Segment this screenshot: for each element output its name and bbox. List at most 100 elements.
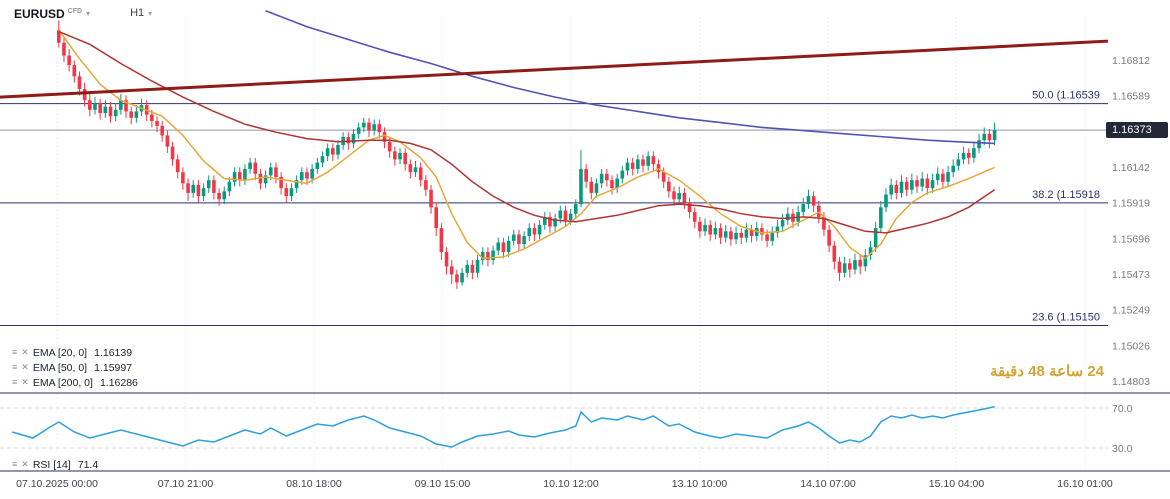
candle-body — [873, 228, 878, 248]
candle-body — [413, 167, 418, 173]
candle-body — [517, 234, 521, 245]
candle-body — [103, 106, 108, 114]
candle-body — [191, 184, 196, 193]
candle-body — [382, 132, 387, 142]
rsi-legend: ≡ ✕ RSI [14] 71.4 — [12, 457, 98, 472]
time-axis-label: 15.10 04:00 — [929, 478, 985, 490]
candle-body — [67, 55, 71, 66]
indicator-settings-icon[interactable]: ≡ — [12, 362, 18, 372]
candle-body — [196, 184, 201, 197]
candle-body — [305, 172, 309, 179]
candle-body — [150, 114, 154, 122]
candle-body — [925, 178, 930, 189]
timeframe-selector[interactable]: H1 — [130, 7, 145, 19]
candle-body — [770, 232, 775, 241]
rsi-legend-label: RSI [14] — [32, 458, 71, 471]
timeframe-dropdown-icon[interactable]: ▾ — [148, 9, 153, 18]
candle-body — [946, 172, 950, 182]
candle-body — [713, 228, 718, 235]
candle-body — [227, 181, 232, 192]
indicator-remove-icon[interactable]: ✕ — [21, 347, 29, 357]
candle-body — [279, 176, 283, 189]
candle-body — [615, 178, 619, 189]
candle-body — [625, 162, 630, 171]
candle-body — [460, 272, 464, 283]
current-price-badge: 1.16373 — [1106, 122, 1168, 138]
candle-body — [486, 252, 490, 261]
candle-body — [506, 240, 511, 253]
candle-body — [201, 188, 206, 197]
fib-label: 38.2 (1.15918 — [1032, 189, 1100, 201]
candle-body — [108, 106, 113, 117]
candle-body — [155, 121, 159, 126]
candle-body — [274, 167, 278, 177]
candle-body — [837, 261, 842, 273]
candle-body — [129, 111, 133, 118]
candle-body — [563, 210, 568, 221]
candle-body — [232, 172, 237, 182]
candle-body — [475, 260, 480, 273]
indicator-settings-icon[interactable]: ≡ — [12, 347, 18, 357]
candle-body — [692, 212, 697, 222]
candle-body — [920, 178, 924, 187]
candle-body — [113, 109, 118, 117]
indicator-remove-icon[interactable]: ✕ — [21, 459, 29, 469]
candle-body — [992, 130, 997, 141]
symbol-dropdown-icon[interactable]: ▾ — [86, 9, 91, 18]
candle-body — [620, 170, 625, 179]
candle-body — [124, 100, 128, 112]
price-axis-label: 1.16589 — [1112, 91, 1150, 103]
candle-body — [393, 151, 397, 160]
candle-body — [961, 152, 966, 160]
candle-body — [470, 264, 475, 273]
trend-line — [0, 39, 1109, 99]
candle-body — [682, 192, 687, 203]
candle-body — [630, 162, 635, 169]
candle-body — [372, 124, 376, 131]
candle-body — [253, 162, 258, 174]
indicator-settings-icon[interactable]: ≡ — [12, 459, 18, 469]
candle-body — [863, 255, 868, 267]
candle-body — [62, 42, 66, 56]
candle-body — [289, 188, 294, 197]
indicator-remove-icon[interactable]: ✕ — [21, 362, 29, 372]
ema50-line — [58, 30, 996, 234]
ema20-legend: ≡ ✕ EMA [20, 0] 1.16139 — [12, 345, 132, 360]
candle-body — [723, 231, 728, 238]
candle-body — [542, 216, 547, 225]
time-axis-label: 07.10.2025 00:00 — [16, 478, 98, 490]
candle-body — [429, 189, 433, 208]
candle-body — [785, 213, 790, 221]
candle-body — [537, 224, 542, 235]
candle-body — [966, 152, 971, 158]
candle-body — [294, 180, 299, 189]
candle-body — [729, 231, 733, 240]
candle-body — [868, 247, 873, 256]
fib-label: 23.6 (1.15150 — [1032, 312, 1100, 324]
ema50-legend-value: 1.15997 — [94, 361, 133, 374]
candle-body — [496, 242, 501, 251]
candle-body — [956, 159, 961, 166]
candle-body — [377, 124, 382, 133]
indicator-remove-icon[interactable]: ✕ — [21, 377, 29, 387]
candle-body — [206, 180, 211, 189]
candle-body — [935, 173, 940, 181]
candle-body — [780, 220, 785, 227]
candle-body — [553, 218, 557, 227]
candle-body — [884, 194, 888, 208]
candle-body — [424, 180, 428, 190]
price-axis-label: 1.15919 — [1112, 198, 1150, 210]
candle-body — [532, 228, 537, 235]
candle-body — [806, 196, 811, 205]
indicator-settings-icon[interactable]: ≡ — [12, 377, 18, 387]
candle-body — [119, 100, 123, 110]
symbol-name[interactable]: EURUSD — [14, 7, 65, 21]
time-axis-label: 16.10 01:00 — [1057, 478, 1113, 490]
rsi-line — [12, 405, 995, 448]
candle-body — [284, 188, 289, 197]
ema200-legend-value: 1.16286 — [99, 376, 138, 389]
candle-body — [894, 184, 899, 193]
candle-body — [434, 207, 439, 229]
candle-body — [165, 135, 170, 147]
